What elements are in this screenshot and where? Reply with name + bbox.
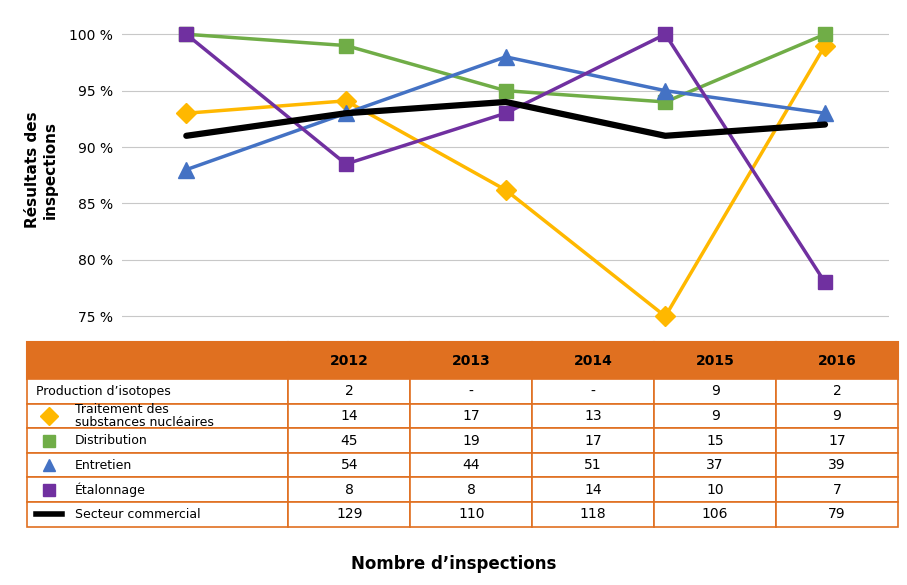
Bar — [410, 453, 532, 477]
Text: 106: 106 — [702, 507, 728, 521]
Text: 39: 39 — [828, 458, 846, 472]
Text: 14: 14 — [584, 483, 602, 497]
Bar — [776, 453, 898, 477]
Bar — [776, 404, 898, 428]
Bar — [532, 453, 654, 477]
Bar — [410, 342, 532, 379]
Text: -: - — [469, 384, 473, 398]
Bar — [776, 477, 898, 502]
Text: Nombre d’inspections: Nombre d’inspections — [351, 555, 556, 573]
Text: 54: 54 — [341, 458, 358, 472]
Text: 9: 9 — [711, 409, 719, 423]
Text: 8: 8 — [345, 483, 354, 497]
Y-axis label: Résultats des
inspections: Résultats des inspections — [25, 111, 58, 228]
Text: 37: 37 — [707, 458, 724, 472]
Bar — [532, 502, 654, 526]
Bar — [27, 342, 288, 379]
Bar — [654, 502, 776, 526]
Bar — [654, 428, 776, 453]
Bar — [654, 453, 776, 477]
Bar — [410, 428, 532, 453]
Text: Étalonnage: Étalonnage — [75, 483, 146, 497]
Bar — [288, 428, 410, 453]
Bar — [288, 502, 410, 526]
Text: Entretien: Entretien — [75, 459, 132, 472]
Text: 118: 118 — [580, 507, 607, 521]
Bar — [27, 404, 288, 428]
Bar — [410, 404, 532, 428]
Text: 45: 45 — [341, 433, 358, 448]
Bar — [532, 379, 654, 404]
Text: 14: 14 — [340, 409, 358, 423]
Text: 2: 2 — [345, 384, 354, 398]
Text: 8: 8 — [467, 483, 475, 497]
Bar — [776, 428, 898, 453]
Text: 19: 19 — [463, 433, 480, 448]
Text: 129: 129 — [336, 507, 363, 521]
Bar — [410, 502, 532, 526]
Bar — [776, 342, 898, 379]
Text: Traitement des: Traitement des — [75, 402, 169, 415]
Text: 7: 7 — [833, 483, 842, 497]
Bar — [532, 404, 654, 428]
Bar — [776, 502, 898, 526]
Bar — [532, 477, 654, 502]
Bar — [27, 379, 288, 404]
Text: 2013: 2013 — [452, 354, 491, 367]
Text: 2016: 2016 — [817, 354, 856, 367]
Bar — [288, 379, 410, 404]
Bar — [776, 379, 898, 404]
Text: Distribution: Distribution — [75, 434, 148, 447]
Bar — [27, 428, 288, 453]
Bar — [27, 477, 288, 502]
Text: 44: 44 — [463, 458, 480, 472]
Bar — [532, 428, 654, 453]
Text: Production d’isotopes: Production d’isotopes — [36, 385, 171, 398]
Bar — [654, 379, 776, 404]
Bar — [532, 342, 654, 379]
Bar — [288, 404, 410, 428]
Bar — [654, 342, 776, 379]
Text: 9: 9 — [833, 409, 842, 423]
Text: -: - — [590, 384, 596, 398]
Text: 17: 17 — [463, 409, 480, 423]
Bar — [27, 453, 288, 477]
Text: 110: 110 — [458, 507, 484, 521]
Text: 17: 17 — [828, 433, 846, 448]
Text: 2012: 2012 — [330, 354, 369, 367]
Text: 9: 9 — [711, 384, 719, 398]
Text: 17: 17 — [584, 433, 602, 448]
Bar — [288, 453, 410, 477]
Bar — [27, 502, 288, 526]
Bar — [654, 477, 776, 502]
Text: 51: 51 — [584, 458, 602, 472]
Text: 10: 10 — [707, 483, 724, 497]
Text: 79: 79 — [828, 507, 846, 521]
Text: 2015: 2015 — [696, 354, 735, 367]
Text: 2: 2 — [833, 384, 842, 398]
Text: Secteur commercial: Secteur commercial — [75, 508, 200, 521]
Text: 13: 13 — [584, 409, 602, 423]
Bar — [654, 404, 776, 428]
Text: substances nucléaires: substances nucléaires — [75, 417, 214, 429]
Bar — [410, 379, 532, 404]
Bar — [410, 477, 532, 502]
Text: 15: 15 — [707, 433, 724, 448]
Bar — [288, 342, 410, 379]
Bar — [288, 477, 410, 502]
Text: 2014: 2014 — [574, 354, 612, 367]
